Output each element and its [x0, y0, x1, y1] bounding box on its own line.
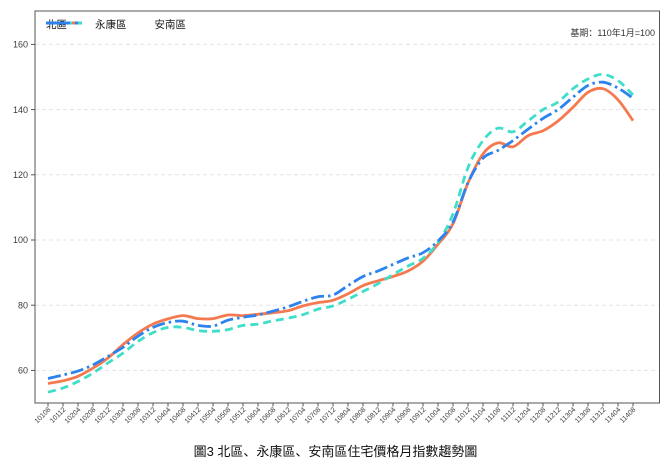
x-tick-label: 10912 — [409, 406, 428, 425]
x-tick-label: 11208 — [529, 406, 547, 424]
y-tick-label: 80 — [18, 300, 28, 310]
series-line-annan-district — [47, 80, 634, 380]
y-tick-label: 60 — [18, 366, 28, 376]
plot-frame — [34, 10, 660, 404]
legend-line-sample-annan — [46, 21, 82, 25]
legend-label-annan: 安南區 — [154, 19, 187, 31]
x-tick-label: 11308 — [574, 406, 592, 424]
y-tick-label: 120 — [13, 170, 28, 180]
figure-caption: 圖3 北區、永康區、安南區住宅價格月指數趨勢圖 — [193, 444, 478, 459]
x-tick-label: 11212 — [544, 406, 562, 424]
series-line-north-district — [47, 86, 635, 385]
x-tick-label: 11312 — [589, 406, 607, 424]
x-tick-label: 11108 — [484, 406, 502, 424]
legend: 北區 永康區 安南區 — [46, 20, 186, 31]
x-tick-label: 11408 — [619, 406, 637, 424]
x-tick-label: 11008 — [439, 406, 457, 424]
legend-item-annan-district: 安南區 — [46, 19, 187, 31]
x-tick-label: 11404 — [604, 406, 622, 424]
x-tick-label: 11104 — [469, 406, 487, 424]
y-tick-label: 140 — [13, 105, 28, 115]
y-tick-label: 100 — [13, 235, 28, 245]
legend-label-north: 北區 — [46, 19, 67, 31]
legend-label-yongkang: 永康區 — [95, 19, 127, 31]
x-tick-label: 10108 — [34, 406, 53, 425]
series-line-yongkang-district — [47, 72, 634, 394]
y-tick-label: 160 — [13, 40, 28, 50]
base-period-annotation: 基期：110年1月=100 — [570, 28, 655, 38]
legend-item-yongkang-district: 永康區 — [46, 19, 127, 31]
x-tick-label: 11204 — [514, 406, 532, 424]
x-tick-label: 11004 — [424, 406, 442, 424]
x-tick-label: 11012 — [454, 406, 472, 424]
x-tick-label: 11304 — [559, 406, 577, 424]
